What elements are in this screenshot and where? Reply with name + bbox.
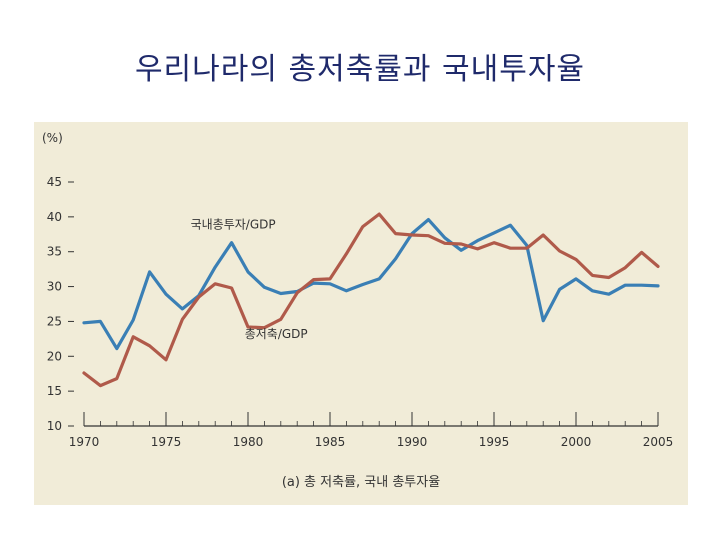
y-tick-label: 25	[47, 314, 62, 328]
annotation-investment-label: 국내총투자/GDP	[191, 218, 276, 232]
x-tick-label: 1970	[69, 435, 100, 449]
line-chart: (%) 10 15 20 25 30 35 40 45 1970 1975 1980 1985 1990 1…	[42, 131, 673, 490]
y-tick-label: 20	[47, 349, 62, 363]
y-tick-label: 45	[47, 175, 62, 189]
page-title: 우리나라의 총저축률과 국내투자율	[134, 52, 586, 87]
y-tick-label: 10	[47, 419, 62, 433]
x-tick-label: 1975	[151, 435, 182, 449]
y-tick-label: 30	[47, 280, 62, 294]
series-line-investment	[82, 217, 660, 351]
chart-axis-layer: (%) 10 15 20 25 30 35 40 45 1970 1975 1980 1985 1990 1…	[42, 131, 673, 449]
y-tick-label: 40	[47, 210, 62, 224]
x-tick-label: 1985	[315, 435, 346, 449]
x-tick-label: 1980	[233, 435, 264, 449]
y-tick-label: 35	[47, 245, 62, 259]
chart-series-layer	[82, 212, 660, 388]
x-tick-label: 1995	[479, 435, 510, 449]
annotation-savings-label: 총저축/GDP	[245, 327, 308, 341]
x-tick-label: 2000	[561, 435, 592, 449]
y-tick-label: 15	[47, 384, 62, 398]
chart-label-layer: 국내총투자/GDP 총저축/GDP (a) 총 저축률, 국내 총투자율	[191, 218, 441, 490]
series-line-savings	[82, 212, 660, 388]
x-tick-label: 2005	[643, 435, 674, 449]
y-axis-unit-label: (%)	[42, 131, 63, 145]
chart-caption: (a) 총 저축률, 국내 총투자율	[282, 475, 440, 490]
chart-panel: (%) 10 15 20 25 30 35 40 45 1970 1975 1980 1985 1990 1…	[34, 122, 688, 505]
x-tick-label: 1990	[397, 435, 428, 449]
